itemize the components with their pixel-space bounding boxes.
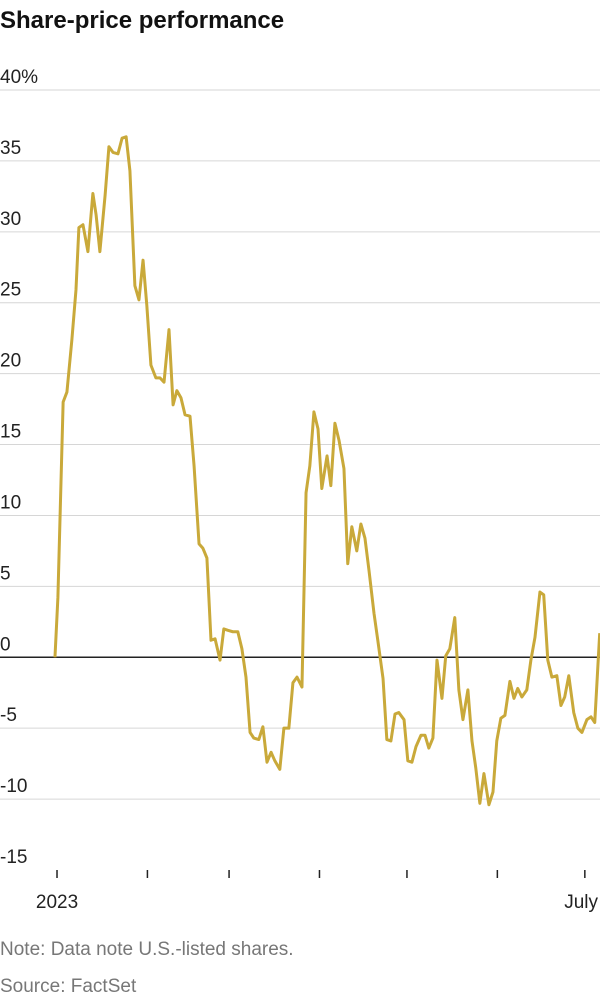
x-tick-label: 2023 — [36, 892, 78, 913]
chart-title: Share-price performance — [0, 7, 284, 34]
source: Source: FactSet — [0, 976, 137, 997]
y-tick-label: 15 — [0, 422, 21, 443]
y-tick-label: 40% — [0, 67, 38, 88]
price-line — [53, 135, 600, 807]
note: Note: Data note U.S.-listed shares. — [0, 939, 294, 960]
y-tick-label: 20 — [0, 351, 21, 372]
y-tick-label: -15 — [0, 847, 27, 868]
y-tick-label: 0 — [0, 634, 11, 655]
y-tick-label: 25 — [0, 280, 21, 301]
y-tick-label: 35 — [0, 138, 21, 159]
y-tick-label: 5 — [0, 563, 11, 584]
y-tick-label: -10 — [0, 776, 27, 797]
y-tick-label: -5 — [0, 705, 17, 726]
y-tick-label: 30 — [0, 209, 21, 230]
y-tick-label: 10 — [0, 492, 21, 513]
x-tick-label: July — [564, 892, 598, 913]
